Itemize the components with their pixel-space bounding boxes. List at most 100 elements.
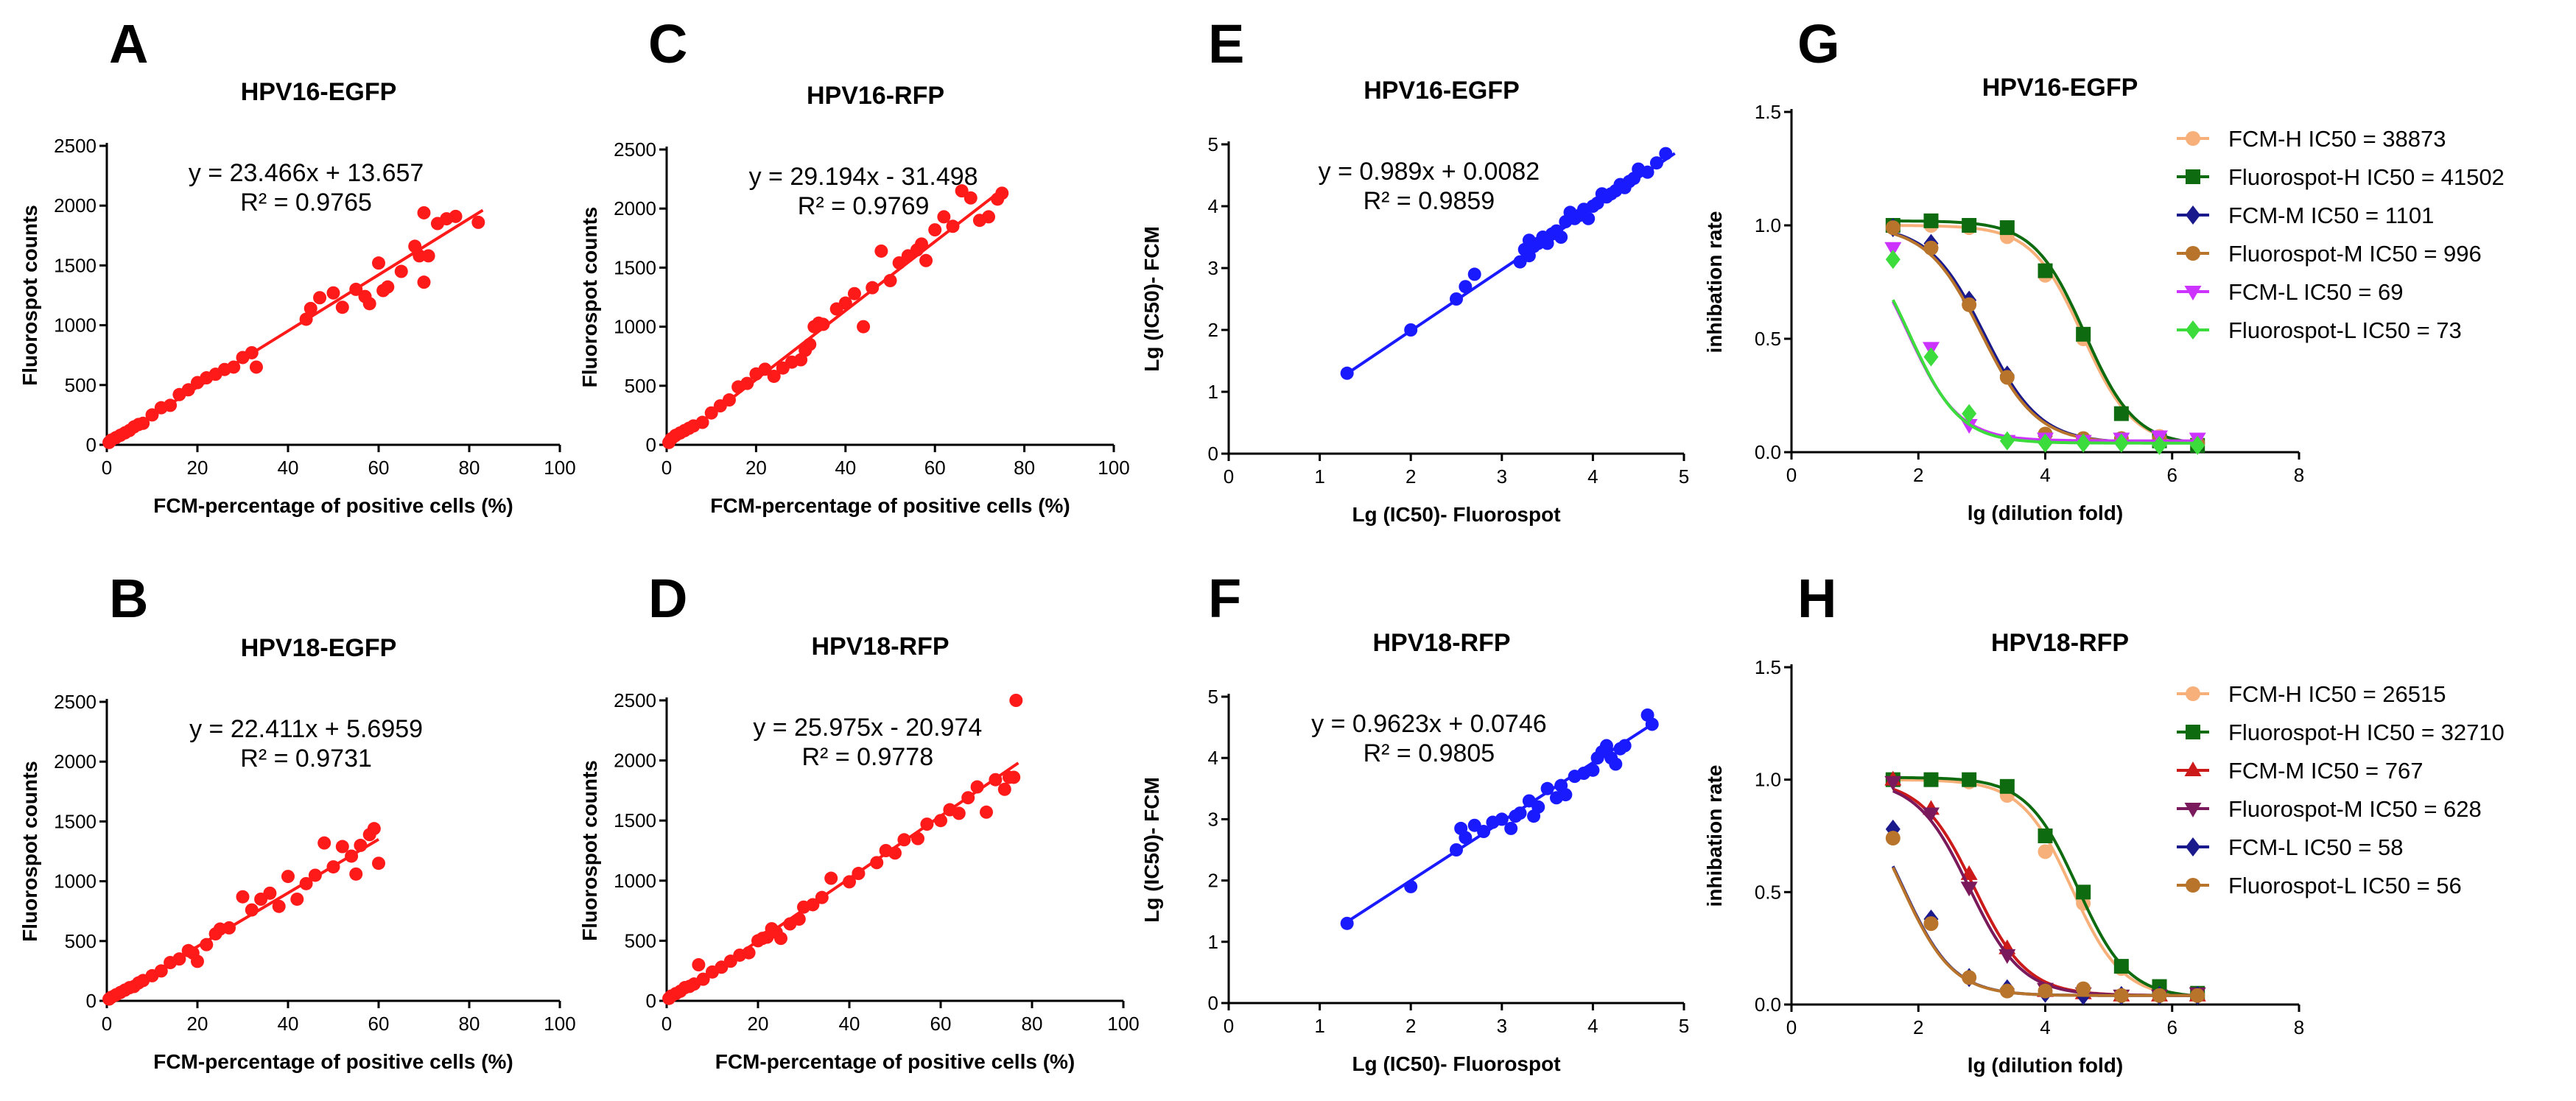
legend-label: Fluorospot-M IC50 = 628 (2228, 796, 2482, 822)
data-point (883, 274, 897, 288)
data-point (471, 215, 485, 229)
y-tick-label: 1000 (614, 870, 656, 892)
data-point (2186, 686, 2200, 701)
regression-equation: y = 0.989x + 0.0082 (1319, 158, 1540, 186)
y-tick-label: 500 (65, 930, 96, 952)
y-tick-label: 0 (86, 434, 96, 456)
data-point (1923, 213, 1939, 228)
data-point (1923, 347, 1939, 367)
y-axis-label: Lg (IC50)- FCM (1140, 226, 1163, 372)
data-point (164, 398, 178, 412)
y-tick-label: 0.0 (1755, 441, 1781, 463)
data-point (852, 867, 866, 881)
x-tick-label: 100 (544, 1013, 575, 1035)
data-point (870, 856, 884, 870)
x-tick-label: 20 (748, 1013, 769, 1035)
data-point (1609, 757, 1623, 771)
panel-label: B (109, 568, 148, 629)
data-point (866, 281, 880, 295)
y-tick-label: 1.0 (1755, 769, 1781, 791)
y-tick-label: 0 (646, 434, 656, 456)
regression-equation: y = 25.975x - 20.974 (753, 714, 982, 742)
x-axis-label: lg (dilution fold) (1968, 1054, 2123, 1077)
legend-label: FCM-M IC50 = 1101 (2228, 203, 2434, 228)
x-axis-label: FCM-percentage of positive cells (%) (153, 1050, 513, 1073)
x-tick-label: 100 (544, 457, 575, 479)
data-point (914, 237, 928, 251)
x-tick-label: 20 (187, 457, 208, 479)
data-point (317, 836, 331, 850)
data-point (1640, 165, 1654, 179)
data-point (2113, 988, 2129, 1003)
panel-title: HPV16-EGFP (1364, 77, 1520, 105)
data-point (2038, 983, 2053, 999)
data-point (1923, 240, 1939, 256)
panel-label: E (1208, 13, 1244, 74)
regression-equation: y = 22.411x + 5.6959 (189, 715, 423, 743)
data-point (372, 256, 385, 270)
data-point (1450, 292, 1463, 306)
panel-title: HPV16-RFP (807, 82, 944, 110)
data-point (326, 860, 340, 874)
data-point (1885, 831, 1901, 846)
y-tick-label: 1000 (54, 314, 96, 337)
data-point (2186, 837, 2200, 856)
data-point (1586, 763, 1600, 777)
y-tick-label: 500 (625, 929, 656, 951)
y-tick-label: 0.5 (1755, 328, 1781, 350)
data-point (970, 780, 984, 794)
data-point (354, 838, 368, 852)
data-point (1884, 242, 1902, 257)
data-point (1467, 267, 1481, 281)
x-tick-label: 2 (1913, 1016, 1923, 1038)
y-tick-label: 1.0 (1755, 214, 1781, 236)
x-tick-label: 80 (459, 457, 480, 479)
x-tick-label: 0 (1224, 465, 1234, 488)
y-axis-label: Fluorospot counts (18, 761, 41, 942)
x-tick-label: 4 (2040, 1016, 2050, 1038)
panel-h: H HPV18-RFP 0 2 4 6 8 0.0 0.5 1.0 1.5 lg (dilution … (1703, 568, 2505, 1077)
data-point (911, 831, 924, 845)
data-point (1009, 694, 1023, 707)
data-point (1340, 366, 1354, 380)
data-point (1007, 770, 1021, 784)
data-point (2152, 988, 2167, 1003)
y-tick-label: 2000 (614, 197, 656, 219)
data-point (920, 817, 934, 831)
data-point (2152, 435, 2167, 455)
y-tick-label: 0.5 (1755, 881, 1781, 903)
data-point (892, 256, 906, 270)
y-tick-label: 4 (1208, 747, 1218, 769)
y-tick-label: 2500 (54, 135, 96, 157)
data-point (1450, 843, 1463, 856)
legend-label: FCM-H IC50 = 26515 (2228, 681, 2446, 707)
x-tick-label: 40 (278, 457, 299, 479)
y-tick-label: 1000 (614, 316, 656, 338)
x-tick-label: 60 (930, 1013, 952, 1035)
data-point (955, 184, 969, 198)
data-point (145, 408, 159, 422)
data-point (2113, 406, 2129, 421)
data-point (335, 840, 349, 854)
panel-label: H (1797, 568, 1836, 629)
x-tick-label: 40 (835, 457, 856, 479)
r-squared: R² = 0.9731 (240, 745, 372, 773)
y-tick-label: 0 (646, 990, 656, 1012)
r-squared: R² = 0.9765 (240, 189, 372, 217)
data-point (997, 782, 1011, 796)
data-point (1960, 882, 1978, 897)
data-point (1599, 739, 1613, 753)
x-axis-label: FCM-percentage of positive cells (%) (710, 494, 1070, 517)
panel-label: F (1208, 568, 1241, 629)
data-point (449, 209, 463, 223)
y-tick-label: 2000 (614, 750, 656, 772)
data-point (367, 822, 381, 836)
x-tick-label: 0 (661, 457, 672, 479)
data-point (303, 301, 317, 315)
data-point (2186, 205, 2200, 225)
x-tick-label: 20 (745, 457, 767, 479)
panel-title: HPV18-EGFP (241, 634, 397, 662)
panel-title: HPV18-RFP (811, 633, 949, 661)
x-tick-label: 100 (1098, 457, 1129, 479)
